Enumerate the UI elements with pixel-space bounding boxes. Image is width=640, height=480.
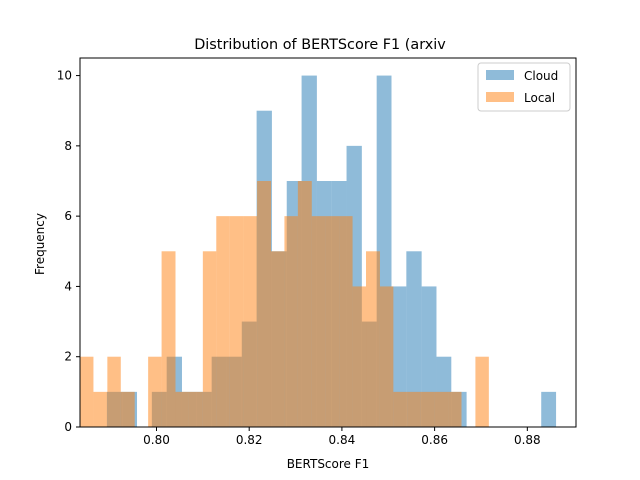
bar-local-1 bbox=[93, 391, 108, 427]
bar-local-0 bbox=[80, 356, 94, 427]
y-tick-label: 8 bbox=[64, 139, 72, 153]
bar-local-12 bbox=[243, 216, 258, 427]
x-tick-label: 0.80 bbox=[143, 433, 170, 447]
bar-local-9 bbox=[202, 251, 217, 427]
bar-local-22 bbox=[379, 286, 394, 427]
bar-cloud-21 bbox=[421, 286, 437, 427]
bar-cloud-20 bbox=[406, 251, 422, 427]
y-tick-label: 10 bbox=[57, 69, 72, 83]
bar-local-20 bbox=[352, 286, 367, 427]
series-local bbox=[80, 181, 489, 427]
chart-title: Distribution of BERTScore F1 (arxiv bbox=[194, 37, 446, 53]
legend-label-local: Local bbox=[524, 91, 555, 105]
bar-local-2 bbox=[107, 356, 121, 427]
x-axis-label: BERTScore F1 bbox=[287, 457, 370, 471]
bar-local-17 bbox=[311, 216, 326, 427]
bar-local-29 bbox=[475, 356, 489, 427]
bar-local-7 bbox=[175, 391, 189, 427]
y-tick-label: 4 bbox=[64, 279, 72, 293]
y-axis-label: Frequency bbox=[33, 213, 47, 275]
bar-local-6 bbox=[161, 251, 176, 427]
bar-local-27 bbox=[448, 391, 462, 427]
bar-local-23 bbox=[393, 391, 408, 427]
bar-local-16 bbox=[297, 181, 312, 427]
bar-local-5 bbox=[148, 356, 162, 427]
x-tick-label: 0.86 bbox=[421, 433, 448, 447]
bar-local-8 bbox=[188, 391, 203, 427]
legend: Cloud Local bbox=[477, 62, 571, 112]
axes-layer bbox=[79, 57, 577, 428]
bar-local-21 bbox=[366, 251, 380, 427]
legend-label-cloud: Cloud bbox=[524, 69, 558, 83]
bar-local-19 bbox=[339, 216, 353, 427]
y-tick-label: 6 bbox=[64, 209, 72, 223]
bar-local-26 bbox=[434, 391, 449, 427]
legend-swatch-cloud bbox=[486, 70, 514, 80]
plot-frame bbox=[79, 57, 577, 428]
bar-local-10 bbox=[216, 216, 230, 427]
bar-local-11 bbox=[229, 216, 244, 427]
bar-local-3 bbox=[120, 391, 135, 427]
bar-cloud-29 bbox=[541, 391, 557, 427]
bar-local-14 bbox=[270, 251, 285, 427]
bar-local-18 bbox=[325, 216, 340, 427]
x-tick-label: 0.84 bbox=[329, 433, 356, 447]
y-tick-label: 2 bbox=[64, 350, 72, 364]
legend-swatch-local bbox=[486, 92, 514, 102]
x-axis-ticks: 0.80 0.82 0.84 0.86 0.88 bbox=[143, 427, 541, 447]
bar-local-24 bbox=[407, 391, 421, 427]
y-axis-ticks: 0 2 4 6 8 10 bbox=[57, 69, 80, 434]
x-tick-label: 0.88 bbox=[514, 433, 541, 447]
bar-local-15 bbox=[284, 216, 298, 427]
y-tick-label: 0 bbox=[64, 420, 72, 434]
bar-local-25 bbox=[420, 391, 435, 427]
bars-layer bbox=[80, 75, 557, 428]
bar-cloud-19 bbox=[391, 286, 407, 427]
x-tick-label: 0.82 bbox=[236, 433, 263, 447]
bar-local-13 bbox=[257, 181, 271, 427]
